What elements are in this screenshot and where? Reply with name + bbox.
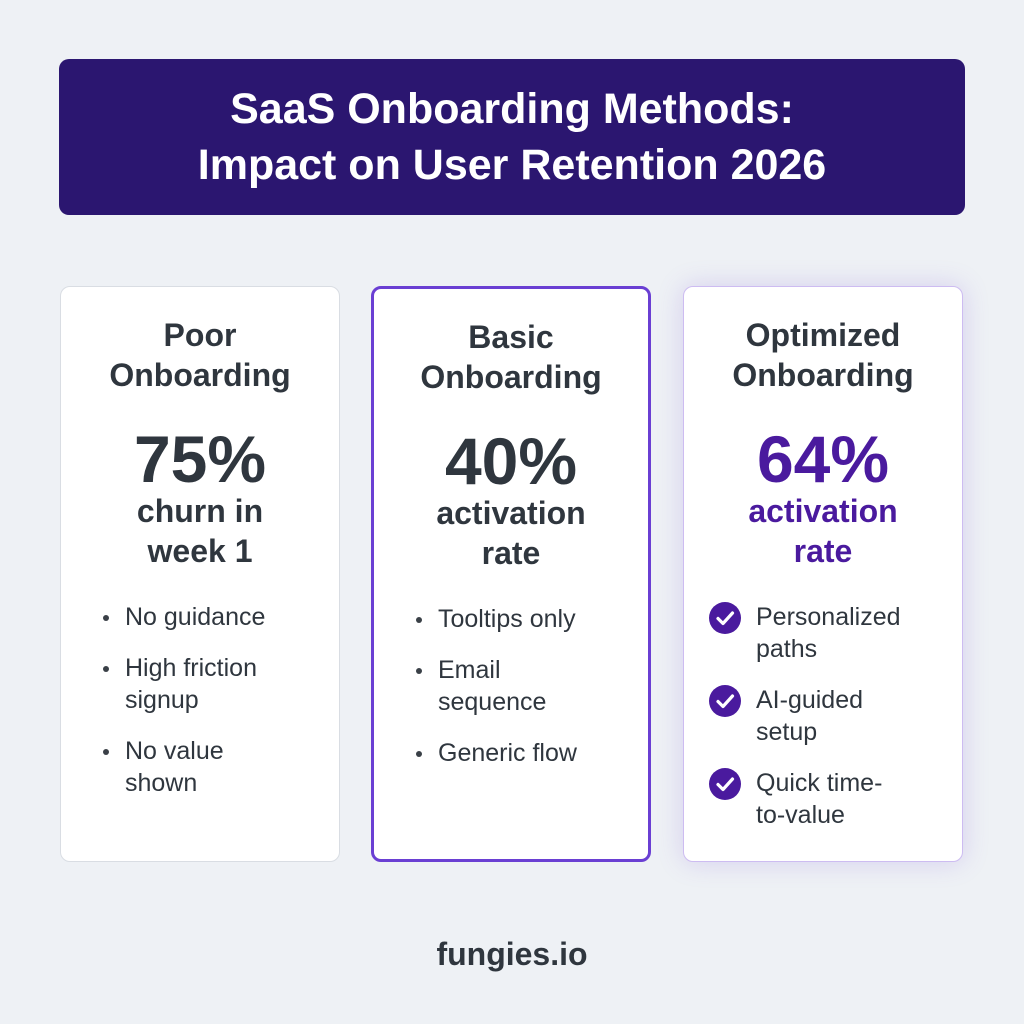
feature-item: No value shown [97, 735, 327, 799]
check-circle-icon [709, 768, 741, 800]
dot-icon [416, 617, 422, 623]
card-stat-value: 75% [133, 422, 267, 496]
brand-footer: fungies.io [436, 936, 588, 972]
card-stat-value: 40% [444, 424, 578, 498]
check-circle-icon [709, 685, 741, 717]
card-stat-label-line-2: rate [793, 533, 853, 569]
feature-item-line-2: sequence [438, 688, 547, 716]
dot-icon [103, 615, 109, 621]
card-stat-label: activation rate [374, 493, 648, 573]
card-title-line-1: Basic [468, 319, 554, 355]
feature-item: AI-guided setup [708, 684, 953, 748]
feature-list: Personalized paths AI-guided setup Quick… [708, 601, 953, 850]
card-stat-label-line-1: activation [748, 493, 898, 529]
card-title-line-2: Onboarding [732, 357, 914, 393]
dot-icon [103, 666, 109, 672]
feature-list: No guidance High friction signup No valu… [97, 601, 327, 818]
feature-item: Email sequence [410, 654, 640, 718]
feature-item: Tooltips only [410, 603, 640, 635]
card-title-line-2: Onboarding [109, 357, 291, 393]
feature-item-line-1: No guidance [125, 603, 266, 631]
feature-item: Personalized paths [708, 601, 953, 665]
feature-item-line-2: shown [125, 769, 198, 797]
card-title: Basic Onboarding [374, 317, 648, 397]
title-banner: SaaS Onboarding Methods: Impact on User … [59, 59, 965, 215]
feature-item-line-1: Tooltips only [438, 605, 576, 633]
dot-icon [103, 749, 109, 755]
page-title-line-1: SaaS Onboarding Methods: [230, 85, 794, 133]
feature-item: High friction signup [97, 652, 327, 716]
page-title: SaaS Onboarding Methods: Impact on User … [198, 81, 826, 193]
card-title: Poor Onboarding [61, 315, 339, 395]
card-stat-label-line-2: week 1 [147, 533, 253, 569]
card-optimized-onboarding: Optimized Onboarding 64% activation rate… [683, 286, 963, 862]
feature-item: Generic flow [410, 737, 640, 769]
card-stat-label: churn in week 1 [61, 491, 339, 571]
card-stat-label-line-1: activation [436, 495, 586, 531]
card-stat-label: activation rate [684, 491, 962, 571]
page-title-line-2: Impact on User Retention 2026 [197, 141, 827, 189]
feature-item: Quick time- to-value [708, 767, 953, 831]
feature-item-line-1: Personalized [756, 603, 901, 631]
card-poor-onboarding: Poor Onboarding 75% churn in week 1 No g… [60, 286, 340, 862]
feature-item-line-2: signup [125, 686, 199, 714]
dot-icon [416, 751, 422, 757]
card-stat-label-line-1: churn in [136, 493, 264, 529]
dot-icon [416, 668, 422, 674]
feature-item-line-1: Generic flow [438, 739, 577, 767]
feature-item-line-2: to-value [756, 801, 845, 829]
feature-item-line-1: Quick time- [756, 769, 883, 797]
feature-item-line-1: AI-guided [756, 686, 864, 714]
feature-item-line-1: Email [438, 656, 501, 684]
feature-item: No guidance [97, 601, 327, 633]
card-title-line-1: Poor [163, 317, 237, 353]
card-title: Optimized Onboarding [684, 315, 962, 395]
feature-list: Tooltips only Email sequence Generic flo… [410, 603, 640, 788]
card-title-line-2: Onboarding [420, 359, 602, 395]
card-stat-value: 64% [756, 422, 890, 496]
card-title-line-1: Optimized [745, 317, 901, 353]
feature-item-line-1: No value [125, 737, 224, 765]
card-basic-onboarding: Basic Onboarding 40% activation rate Too… [371, 286, 651, 862]
feature-item-line-2: setup [756, 718, 818, 746]
card-stat-label-line-2: rate [481, 535, 541, 571]
check-circle-icon [709, 602, 741, 634]
feature-item-line-1: High friction [125, 654, 257, 682]
feature-item-line-2: paths [756, 635, 818, 663]
